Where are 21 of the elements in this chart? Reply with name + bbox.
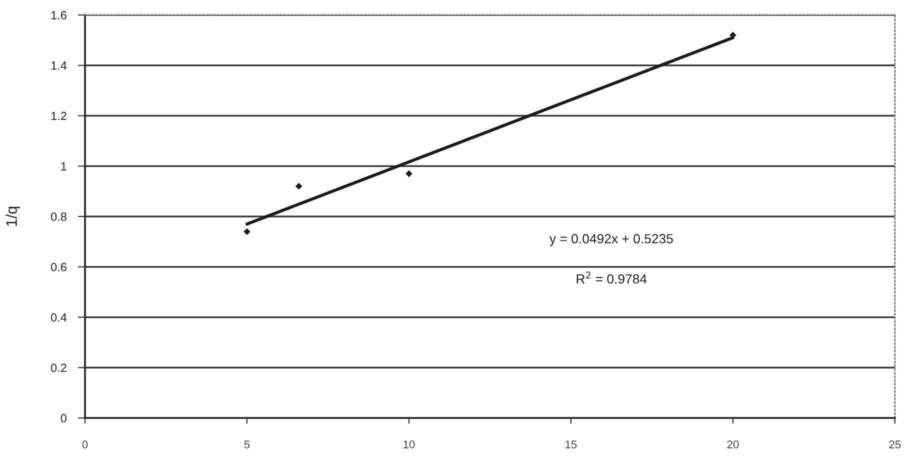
y-tick-label: 0.2 xyxy=(50,364,66,372)
y-tick-label: 1.6 xyxy=(51,11,66,20)
x-tick-label: 10 xyxy=(404,440,415,448)
y-tick-label: 0.6 xyxy=(50,262,66,272)
annotation: R$^{2}$ = 0.9784 xyxy=(576,272,647,284)
y-tick-label: 0 xyxy=(60,414,66,422)
y-tick-label: 1.4 xyxy=(51,62,67,70)
y-tick-label: 1.2 xyxy=(51,112,66,120)
y-tick-label: 1 xyxy=(61,162,66,170)
y-tick-label: 0.8 xyxy=(50,212,66,221)
y-axis-title: 1/q xyxy=(6,206,20,226)
y-tick-label: 0.4 xyxy=(50,313,67,322)
x-tick-label: 0 xyxy=(82,440,88,448)
x-tick-label: 15 xyxy=(566,440,577,448)
annotation: y = 0.0492x + 0.5235 xyxy=(549,234,673,246)
point xyxy=(406,170,412,178)
x-tick-label: 25 xyxy=(889,440,901,448)
point xyxy=(244,228,250,235)
x-tick-label: 20 xyxy=(727,440,739,448)
point xyxy=(295,182,302,190)
x-tick-label: 5 xyxy=(244,440,250,448)
